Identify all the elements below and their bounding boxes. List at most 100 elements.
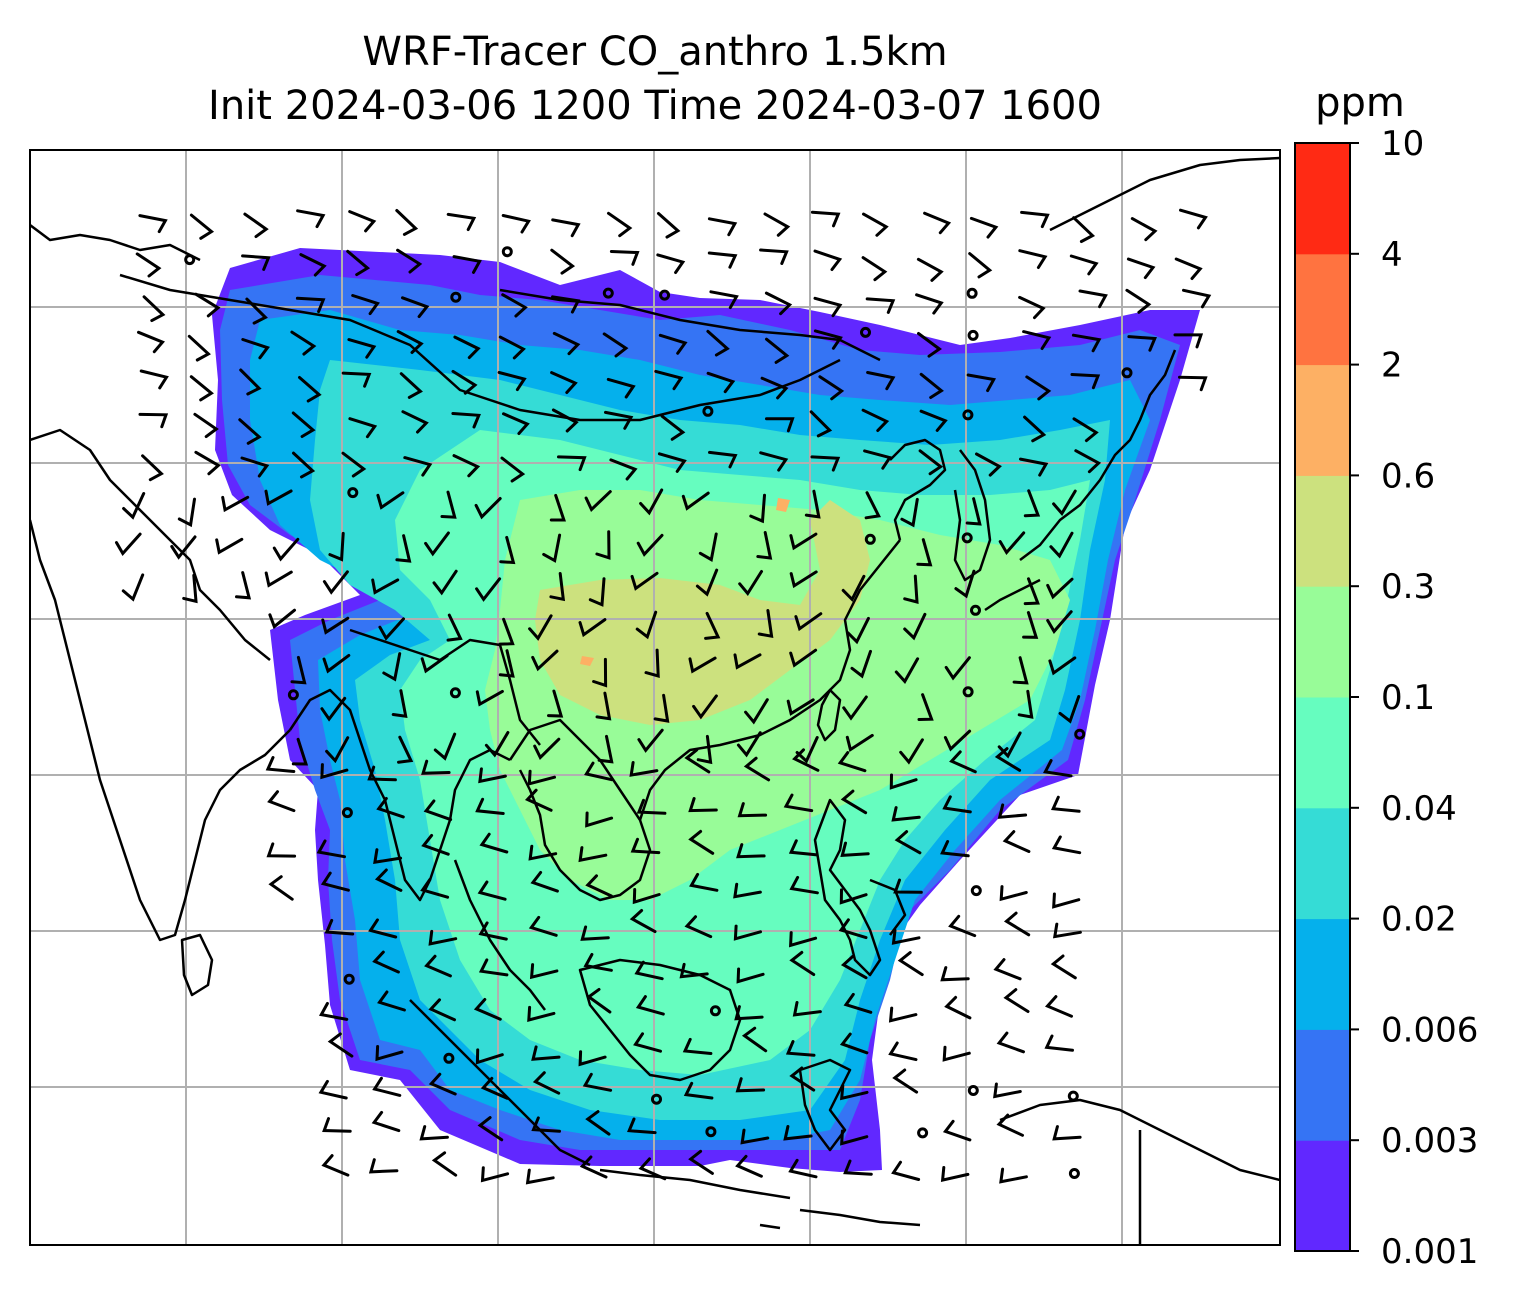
wind-barb [497, 371, 527, 392]
wind-barb [658, 333, 688, 355]
wind-barb [524, 788, 553, 812]
wind-barb [679, 962, 709, 979]
wind-barb [943, 729, 972, 752]
wind-barb [320, 696, 347, 722]
colorbar-tick-label: 4 [1381, 235, 1403, 275]
wind-barb [707, 217, 738, 237]
map-frame [29, 149, 1281, 1246]
wind-barb [1048, 656, 1077, 676]
wind-barb [141, 454, 164, 482]
wind-barb [681, 491, 710, 511]
wind-barb [531, 649, 559, 672]
wind-barb [527, 769, 556, 786]
wind-barb [903, 574, 919, 604]
coastline-northeast-asia [1049, 156, 1280, 232]
wind-barb [378, 617, 405, 641]
wind-barb [842, 695, 868, 721]
wind-barbs [115, 208, 1212, 1185]
wind-barb [391, 689, 408, 718]
wind-barb [602, 332, 629, 358]
wind-barb [372, 950, 400, 974]
colorbar-band-8 [1295, 253, 1350, 366]
wind-barb [453, 335, 481, 360]
wind-barb [915, 293, 944, 315]
colorbar-tick-label: 0.003 [1381, 1121, 1478, 1161]
wind-barb [401, 410, 429, 434]
wind-barb [794, 612, 823, 632]
wind-barb [243, 212, 269, 239]
wind-barb [1043, 759, 1073, 778]
wind-barb [324, 918, 355, 936]
wind-barb [637, 728, 664, 753]
coastline-korea [953, 449, 992, 582]
wind-barb [1049, 531, 1074, 559]
wind-barb [644, 648, 660, 678]
wind-barb [189, 213, 215, 240]
wind-barb [368, 918, 398, 939]
wind-barb [578, 846, 608, 863]
wind-barb [1174, 257, 1203, 280]
wind-barb [451, 369, 478, 395]
colorbar-tick-label: 10 [1381, 124, 1424, 164]
wind-barb [341, 451, 367, 478]
wind-barb [325, 736, 350, 764]
wind-barb [321, 616, 350, 635]
wind-barb [1022, 611, 1039, 639]
wind-barb [533, 737, 561, 761]
colorbar-band-1 [1295, 1029, 1350, 1141]
wind-barb [367, 765, 397, 782]
colorbar-tick-label: 0.001 [1381, 1232, 1478, 1272]
colorbar-tick-label: 0.1 [1381, 678, 1435, 718]
wind-barb [789, 950, 816, 976]
wind-barb [583, 953, 613, 972]
wind-barb [789, 648, 818, 668]
wind-barb [862, 212, 889, 237]
wind-barb [1044, 1034, 1074, 1052]
wind-barb [321, 1154, 350, 1177]
wind-barb [396, 248, 423, 274]
wind-barb [240, 456, 270, 478]
wind-barb [838, 918, 868, 940]
coastline-taiwan [816, 688, 842, 742]
wind-barb [789, 532, 818, 551]
wind-barb [630, 837, 661, 855]
wind-barb [795, 736, 819, 764]
wind-barb [403, 456, 433, 477]
wind-barb [424, 954, 452, 978]
wind-barb [241, 254, 271, 271]
wind-barb [473, 998, 502, 1021]
wind-barb [542, 533, 562, 563]
calm-wind-circle [347, 487, 359, 499]
wind-barb [421, 759, 451, 775]
wind-barb [267, 790, 296, 813]
wind-barb [837, 751, 867, 773]
wind-barb [1178, 375, 1208, 392]
wind-barb [682, 1037, 713, 1055]
wind-barb [527, 1005, 556, 1022]
wind-barb [949, 750, 977, 774]
wind-barb [940, 966, 970, 982]
wind-barb [818, 375, 845, 401]
wind-barb [627, 1117, 657, 1135]
wind-barb [735, 1077, 766, 1093]
wind-barb [170, 535, 197, 560]
wind-barb [1025, 375, 1052, 401]
wind-barb [635, 610, 658, 640]
wind-barb [215, 537, 244, 555]
wind-barb [368, 1158, 399, 1174]
wind-barb [942, 795, 972, 814]
wind-barb [377, 990, 406, 1012]
calm-wind-circle [860, 326, 871, 338]
wind-barb [298, 376, 322, 403]
calm-wind-circle [651, 1093, 662, 1105]
wind-barb [475, 689, 504, 707]
wind-barb [638, 1157, 667, 1181]
chart-title: WRF-Tracer CO_anthro 1.5km [362, 29, 948, 75]
wind-barb [789, 1066, 816, 1092]
wind-barb [891, 928, 921, 945]
wind-barb [420, 654, 449, 674]
calm-wind-circle [966, 287, 978, 299]
calm-wind-circle [341, 807, 353, 819]
wind-barb [374, 868, 403, 892]
coastline-indochina [508, 718, 652, 902]
